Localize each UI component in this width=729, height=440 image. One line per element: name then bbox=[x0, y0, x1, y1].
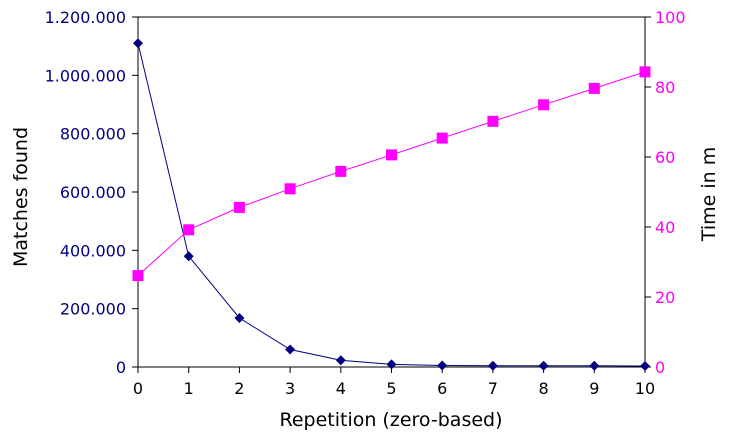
matches-point bbox=[234, 313, 245, 323]
matches-point bbox=[538, 360, 549, 371]
matches-point bbox=[589, 360, 600, 371]
y2-tick-label: 20 bbox=[655, 288, 675, 307]
matches-series-line bbox=[137, 43, 646, 367]
time-point bbox=[386, 149, 397, 161]
y-tick-label: 0 bbox=[116, 358, 126, 377]
y-tick-label: 800.000 bbox=[60, 125, 126, 144]
y2-tick-label: 40 bbox=[655, 218, 675, 237]
matches-point bbox=[335, 355, 346, 366]
y2-tick-label: 80 bbox=[655, 78, 675, 97]
y-tick-label: 600.000 bbox=[60, 183, 126, 202]
time-point bbox=[132, 270, 144, 282]
x-tick-label: 10 bbox=[635, 379, 655, 398]
x-axis-title: Repetition (zero-based) bbox=[279, 409, 502, 431]
x-tick-label: 5 bbox=[386, 379, 396, 398]
y2-tick-label: 100 bbox=[655, 8, 686, 27]
left-axis-title: Matches found bbox=[10, 127, 32, 267]
x-tick-label: 7 bbox=[488, 379, 498, 398]
x-tick-label: 2 bbox=[234, 379, 244, 398]
x-tick-label: 9 bbox=[589, 379, 599, 398]
time-point bbox=[284, 183, 296, 195]
matches-point bbox=[183, 251, 194, 262]
time-point bbox=[639, 66, 651, 78]
series-layer bbox=[132, 38, 651, 371]
matches-point bbox=[437, 360, 448, 371]
x-tick-label: 0 bbox=[133, 379, 143, 398]
time-point bbox=[588, 82, 600, 94]
x-tick-label: 4 bbox=[336, 379, 346, 398]
time-point bbox=[335, 165, 347, 177]
right-axis-ticks: 0 20 40 60 80 100 bbox=[645, 8, 686, 377]
left-axis-ticks: 0 200.000 400.000 600.000 800.000 1.000.000 1.… bbox=[45, 8, 138, 377]
matches-point bbox=[640, 361, 650, 371]
x-tick-label: 3 bbox=[285, 379, 295, 398]
time-point bbox=[487, 115, 499, 127]
time-point bbox=[183, 224, 195, 236]
y-tick-label: 1.000.000 bbox=[45, 66, 126, 85]
x-axis-ticks: 0 1 2 3 4 5 6 7 8 9 10 bbox=[133, 367, 655, 398]
matches-point bbox=[487, 360, 498, 371]
plot-area bbox=[137, 16, 646, 368]
x-tick-label: 8 bbox=[539, 379, 549, 398]
y-tick-label: 200.000 bbox=[60, 300, 126, 319]
time-point bbox=[233, 201, 245, 213]
time-point bbox=[538, 99, 550, 111]
matches-point bbox=[386, 359, 397, 370]
time-point bbox=[436, 132, 448, 144]
y2-tick-label: 0 bbox=[655, 358, 665, 377]
right-axis-title: Time in m bbox=[698, 147, 720, 242]
matches-point bbox=[285, 344, 296, 355]
y-tick-label: 400.000 bbox=[60, 241, 126, 260]
x-tick-label: 1 bbox=[184, 379, 194, 398]
x-tick-label: 6 bbox=[437, 379, 447, 398]
matches-point bbox=[133, 38, 143, 49]
y2-tick-label: 60 bbox=[655, 148, 675, 167]
time-series-line bbox=[137, 71, 646, 276]
y-tick-label: 1.200.000 bbox=[45, 8, 126, 27]
